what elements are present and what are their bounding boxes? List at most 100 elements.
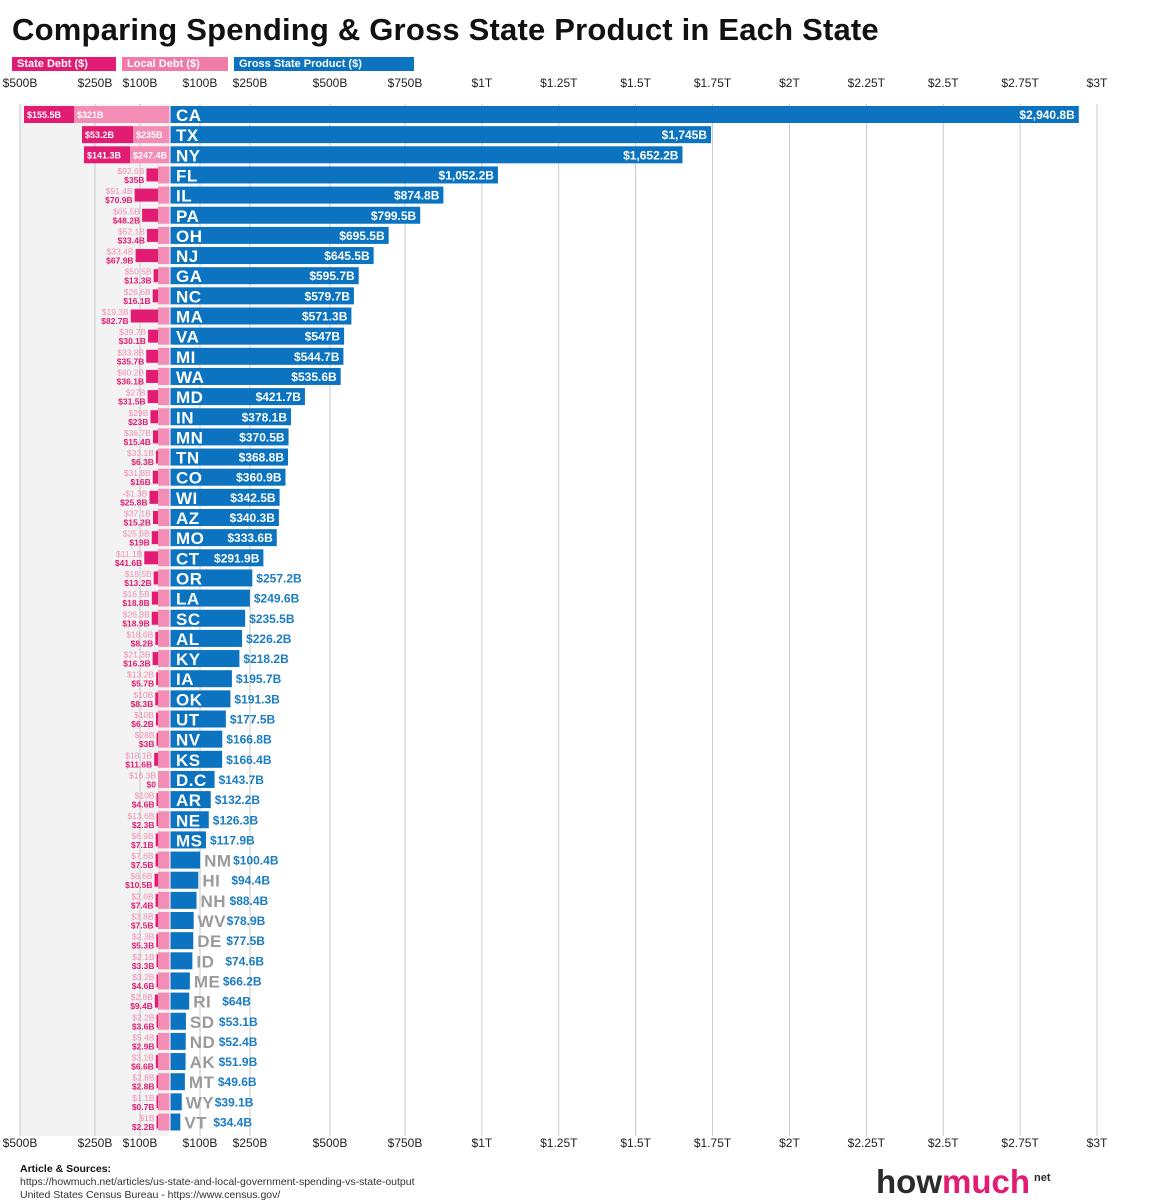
tick-label-right-top-10: $2.5T (928, 76, 959, 90)
state-debt-bar-MI (146, 349, 158, 363)
local-debt-bar-UT (158, 710, 170, 728)
gsp-bar-WV (170, 912, 194, 929)
local-debt-bar-SC (158, 609, 170, 627)
state-debt-bar-IA (156, 672, 158, 686)
gsp-value-label-IN: $378.1B (242, 410, 288, 424)
state-debt-bar-TX (82, 126, 133, 144)
state-debt-label-SD: $3.6B (132, 1021, 155, 1031)
local-debt-label-WY: $1.1B (132, 1093, 155, 1103)
gsp-bar-HI (170, 871, 199, 889)
state-debt-label-MO: $19B (129, 538, 149, 548)
state-label-DE: DE (197, 932, 222, 951)
state-debt-bar-PA (142, 208, 158, 222)
tick-label-left-bottom-1: $250B (78, 1136, 113, 1150)
gsp-bar-MT (170, 1073, 185, 1091)
tick-label-right-bottom-7: $1.75T (694, 1136, 732, 1150)
state-debt-bar-ND (156, 1034, 158, 1048)
gsp-bar-IA (170, 670, 232, 688)
local-debt-bar-CO (158, 468, 170, 486)
state-label-IA: IA (176, 670, 194, 689)
state-debt-label-VA: $30.1B (119, 336, 146, 346)
gsp-value-label-NH: $88.4B (230, 894, 269, 908)
local-debt-bar-HI (158, 871, 170, 889)
gsp-value-label-TN: $368.8B (239, 451, 285, 465)
gsp-bar-MS (170, 831, 206, 849)
gsp-value-label-TX: $1,745B (662, 128, 708, 142)
gsp-bar-MA (170, 307, 352, 325)
state-label-AR: AR (176, 791, 202, 810)
state-debt-label-WY: $0.7B (132, 1102, 155, 1112)
gsp-bar-RI (170, 992, 190, 1010)
local-debt-bar-AK (158, 1053, 170, 1071)
source-link-article[interactable]: https://howmuch.net/articles/us-state-an… (20, 1176, 415, 1188)
state-label-AK: AK (190, 1053, 216, 1072)
local-debt-label-RI: $2.8B (131, 992, 154, 1002)
state-label-OH: OH (176, 227, 203, 246)
local-debt-bar-ID (158, 952, 170, 970)
local-debt-label-VA: $39.7B (119, 327, 146, 337)
state-debt-label-NC: $16.1B (123, 296, 150, 306)
local-debt-label-MN: $36.7B (124, 428, 151, 438)
state-debt-bar-KS (154, 752, 158, 766)
local-debt-bar-MO (158, 529, 170, 547)
state-debt-label-AL: $8.2B (131, 638, 154, 648)
state-label-NY: NY (176, 146, 201, 165)
gsp-value-label-OR: $257.2B (256, 571, 302, 585)
gsp-value-label-OH: $695.5B (339, 229, 385, 243)
state-label-CT: CT (176, 549, 200, 568)
gsp-value-label-MS: $117.9B (210, 833, 255, 847)
tick-label-right-bottom-9: $2.25T (848, 1136, 886, 1150)
gsp-bar-NJ (170, 247, 374, 265)
state-label-MT: MT (189, 1073, 215, 1092)
gsp-value-label-AR: $132.2B (215, 793, 261, 807)
gsp-value-label-MA: $571.3B (302, 310, 348, 324)
state-label-WA: WA (176, 368, 204, 387)
state-debt-label-IA: $5.7B (131, 679, 154, 689)
state-label-OR: OR (176, 569, 203, 588)
local-debt-bar-MN (158, 428, 170, 446)
tick-label-left-top-0: $500B (3, 76, 38, 90)
state-label-UT: UT (176, 711, 200, 730)
gsp-value-label-NE: $126.3B (213, 813, 259, 827)
local-debt-label-MS: $6.9B (131, 831, 154, 841)
state-debt-label-KS: $11.6B (125, 759, 152, 769)
gsp-value-label-OK: $191.3B (234, 692, 280, 706)
state-label-MO: MO (176, 529, 204, 548)
state-debt-label-WV: $7.5B (131, 921, 154, 931)
state-debt-label-GA: $13.3B (124, 276, 151, 286)
state-debt-bar-MO (151, 531, 158, 545)
gsp-value-label-FL: $1,052.2B (439, 168, 495, 182)
gsp-debt-chart: $500B $250B $100B $100B $250B $500B $750B $1T $1… (3, 76, 1108, 1150)
gsp-bar-OK (170, 690, 231, 708)
sources-title: Article & Sources: (20, 1163, 112, 1175)
state-debt-label-CA: $155.5B (27, 110, 62, 120)
local-debt-label-ID: $2.1B (132, 952, 155, 962)
source-link-census[interactable]: United States Census Bureau - https://ww… (20, 1189, 281, 1201)
local-debt-label-DE: $2.3B (132, 932, 155, 942)
state-label-ME: ME (194, 972, 221, 991)
gsp-bar-D.C (170, 770, 215, 788)
state-debt-bar-DE (156, 934, 158, 948)
local-debt-bar-DE (158, 932, 170, 950)
gsp-value-label-WV: $78.9B (227, 914, 266, 928)
local-debt-bar-IN (158, 408, 170, 426)
local-debt-label-MO: $25.6B (123, 529, 150, 539)
state-debt-bar-VA (148, 329, 158, 343)
gsp-bar-ND (170, 1032, 186, 1050)
local-debt-label-KY: $21.3B (124, 650, 151, 660)
local-debt-bar-NJ (158, 247, 170, 265)
local-debt-label-KS: $18.1B (125, 750, 152, 760)
gsp-bar-NH (170, 891, 197, 909)
state-debt-label-ME: $4.6B (132, 981, 155, 991)
state-debt-bar-CA (24, 106, 74, 123)
gsp-bar-GA (170, 267, 359, 285)
gsp-value-label-KY: $218.2B (243, 652, 289, 666)
state-label-AZ: AZ (176, 509, 200, 528)
state-debt-bar-NM (155, 853, 158, 867)
gsp-value-label-UT: $177.5B (230, 713, 276, 727)
local-debt-label-NC: $26.6B (124, 287, 151, 297)
state-debt-label-IN: $23B (128, 417, 148, 427)
state-debt-bar-OK (155, 692, 158, 706)
local-debt-label-FL: $92.6B (117, 166, 144, 176)
state-label-WI: WI (176, 489, 198, 508)
